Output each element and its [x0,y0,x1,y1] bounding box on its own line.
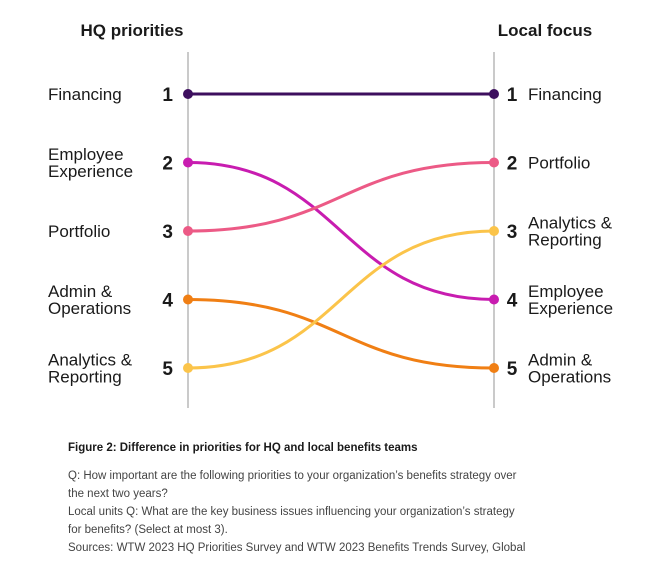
hq-dot-financing [183,89,193,99]
local-label-portfolio-line-1: Portfolio [528,154,590,173]
caption-note-5: Sources: WTW 2023 HQ Priorities Survey a… [68,542,526,554]
local-dot-employee-experience [489,294,499,305]
hq-label-admin-operations-line-2: Operations [48,299,131,318]
local-label-employee-experience-line-1: Employee [528,282,604,301]
caption-note-1: Q: How important are the following prior… [68,470,517,482]
figure-caption: Figure 2: Difference in priorities for H… [68,442,628,557]
hq-label-employee-experience-line-1: Employee [48,145,124,164]
hq-label-analytics-reporting-line-1: Analytics & [48,351,133,370]
caption-note-4: for benefits? (Select at most 3). [68,524,228,536]
hq-label-financing-line-1: Financing [48,85,122,104]
hq-label-employee-experience-line-2: Experience [48,162,133,181]
local-label-employee-experience-line-2: Experience [528,299,613,318]
local-rank-portfolio: 2 [507,154,518,175]
hq-dot-analytics-reporting [183,363,193,373]
hq-label-admin-operations-line-1: Admin & [48,282,113,301]
rank-dots [183,89,499,373]
local-label-analytics-reporting-line-2: Reporting [528,231,602,250]
hq-label-portfolio-line-1: Portfolio [48,222,110,241]
hq-rank-financing: 1 [162,85,173,106]
connector-lines [186,92,496,370]
local-dot-portfolio [489,157,499,168]
local-dot-financing [489,89,499,99]
connector-admin-operations [186,298,496,370]
local-dot-analytics-reporting [489,226,499,236]
connector-analytics-reporting [186,229,496,370]
hq-label-analytics-reporting-line-2: Reporting [48,368,122,387]
local-rank-employee-experience: 4 [507,291,518,312]
slope-chart: HQ priorities Local focus 1 Financing 1 Fin… [48,21,613,408]
hq-dot-employee-experience [183,157,193,168]
caption-note-2: the next two years? [68,488,168,500]
local-label-financing-line-1: Financing [528,85,602,104]
local-label-admin-operations-line-1: Admin & [528,351,593,370]
local-rank-admin-operations: 5 [507,359,518,380]
hq-dot-portfolio [183,226,193,236]
hq-rank-portfolio: 3 [162,222,173,243]
hq-rank-admin-operations: 4 [162,291,173,312]
local-header: Local focus [498,21,592,40]
local-dot-admin-operations [489,363,499,373]
hq-rank-analytics-reporting: 5 [162,359,173,380]
connector-employee-experience [186,161,496,301]
connector-portfolio [186,161,496,233]
local-rank-analytics-reporting: 3 [507,222,518,243]
caption-note-3: Local units Q: What are the key business… [68,506,515,518]
hq-dot-admin-operations [183,294,193,305]
local-label-admin-operations-line-2: Operations [528,368,611,387]
local-label-analytics-reporting-line-1: Analytics & [528,214,613,233]
figure-title: Figure 2: Difference in priorities for H… [68,442,418,454]
hq-header: HQ priorities [81,21,184,40]
local-rank-financing: 1 [507,85,518,106]
hq-rank-employee-experience: 2 [162,154,173,175]
